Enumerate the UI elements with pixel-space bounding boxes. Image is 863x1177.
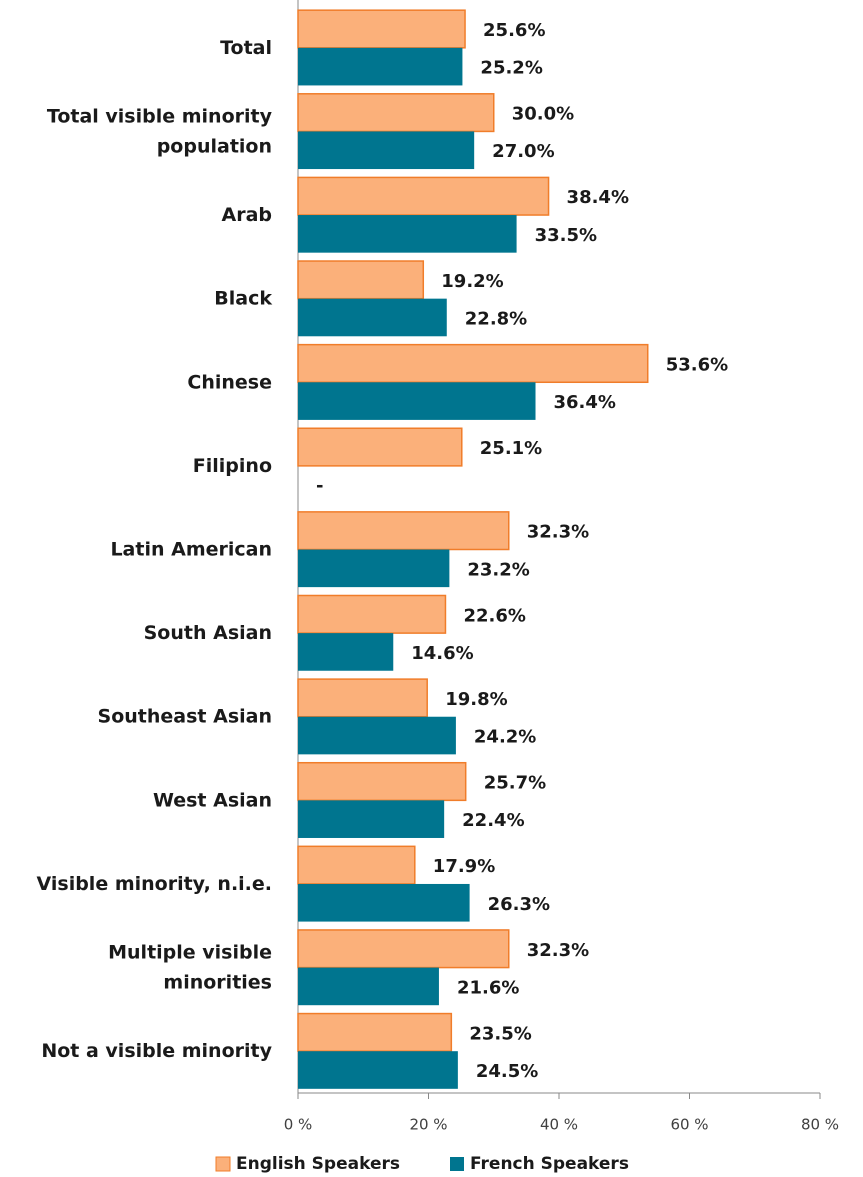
bar [298, 633, 394, 671]
bar [298, 549, 450, 588]
value-label: 38.4% [567, 187, 629, 208]
legend-label: English Speakers [236, 1154, 400, 1174]
category-label: Arab [222, 204, 273, 226]
bar [298, 1051, 458, 1089]
bar [298, 298, 447, 337]
bar [297, 176, 550, 216]
bar [297, 761, 467, 802]
x-tick-label: 20 % [409, 1116, 447, 1134]
category-label: West Asian [153, 789, 272, 811]
category-label: Total visible minority population [47, 105, 273, 157]
value-label: 26.3% [488, 894, 550, 915]
value-label: 25.2% [480, 58, 542, 79]
value-label: 22.8% [465, 308, 527, 329]
value-label: - [316, 476, 323, 497]
value-label: 30.0% [512, 104, 574, 125]
value-label: 22.6% [463, 605, 525, 626]
value-label: 33.5% [535, 225, 597, 246]
x-tick-label: 40 % [540, 1116, 578, 1134]
bar [297, 427, 463, 467]
category-label: Chinese [187, 371, 272, 393]
value-label: 17.9% [433, 856, 495, 877]
value-label: 14.6% [411, 643, 473, 664]
category-label: Not a visible minority [41, 1040, 272, 1062]
value-label: 32.3% [527, 522, 589, 543]
category-label: Filipino [193, 454, 272, 476]
bar [298, 382, 536, 420]
bar [297, 678, 428, 718]
category-label: Black [214, 287, 272, 309]
bar [297, 93, 495, 133]
bar [298, 47, 463, 86]
legend-label: French Speakers [470, 1154, 629, 1174]
bar [297, 1012, 453, 1052]
value-label: 19.2% [441, 271, 503, 292]
category-label: South Asian [144, 622, 272, 644]
x-tick-label: 60 % [670, 1116, 708, 1134]
legend-swatch [215, 1156, 231, 1172]
bar [298, 131, 475, 170]
category-label: Latin American [110, 538, 272, 560]
bar [298, 800, 445, 838]
value-label: 27.0% [492, 141, 554, 162]
value-label: 25.1% [480, 438, 542, 459]
bar [297, 929, 510, 969]
bar [297, 260, 425, 300]
category-label: Total [220, 36, 272, 58]
legend-swatch [450, 1157, 464, 1171]
value-label: 25.7% [484, 773, 546, 794]
value-label: 53.6% [666, 354, 728, 375]
value-label: 19.8% [445, 689, 507, 710]
bar [297, 511, 510, 551]
bar [298, 967, 439, 1006]
value-label: 23.5% [469, 1023, 531, 1044]
bar [297, 845, 416, 885]
value-label: 22.4% [462, 810, 524, 831]
category-label: Visible minority, n.i.e. [37, 872, 273, 894]
value-label: 24.5% [476, 1061, 538, 1082]
value-label: 36.4% [554, 392, 616, 413]
category-label: Southeast Asian [98, 705, 272, 727]
bar [298, 215, 517, 253]
value-label: 24.2% [474, 727, 536, 748]
value-label: 23.2% [467, 559, 529, 580]
bar [297, 9, 466, 49]
value-label: 32.3% [527, 940, 589, 961]
bar [298, 883, 470, 922]
value-label: 21.6% [457, 977, 519, 998]
bar [297, 594, 447, 634]
x-tick-label: 80 % [801, 1116, 839, 1134]
x-tick-label: 0 % [284, 1116, 313, 1134]
bar [297, 343, 649, 384]
category-label: Multiple visible minorities [108, 941, 272, 993]
bar [298, 716, 456, 755]
value-label: 25.6% [483, 20, 545, 41]
